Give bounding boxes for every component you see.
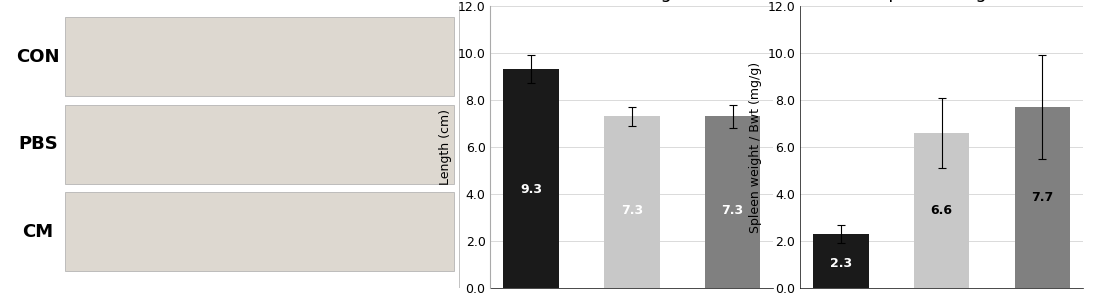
Text: 6.6: 6.6 bbox=[931, 204, 953, 217]
Y-axis label: Spleen weight / Bwt (mg/g): Spleen weight / Bwt (mg/g) bbox=[749, 61, 763, 233]
FancyBboxPatch shape bbox=[66, 17, 454, 96]
Text: 7.3: 7.3 bbox=[722, 204, 744, 217]
Bar bbox=[1015, 107, 1070, 288]
FancyBboxPatch shape bbox=[66, 192, 454, 271]
Text: CM: CM bbox=[23, 223, 54, 241]
Title: spleen weight: spleen weight bbox=[878, 0, 1004, 1]
Title: colon  length: colon length bbox=[573, 0, 690, 1]
Text: 2.3: 2.3 bbox=[830, 257, 852, 270]
Text: PBS: PBS bbox=[19, 135, 58, 153]
Bar bbox=[813, 234, 869, 288]
Text: 7.7: 7.7 bbox=[1032, 191, 1054, 204]
Bar bbox=[503, 69, 559, 288]
Y-axis label: Length (cm): Length (cm) bbox=[439, 109, 452, 185]
FancyBboxPatch shape bbox=[66, 105, 454, 184]
Text: CON: CON bbox=[16, 48, 60, 66]
Text: 9.3: 9.3 bbox=[520, 183, 542, 196]
Text: 7.3: 7.3 bbox=[620, 204, 643, 217]
Bar bbox=[913, 133, 969, 288]
Bar bbox=[604, 116, 660, 288]
Bar bbox=[705, 116, 760, 288]
